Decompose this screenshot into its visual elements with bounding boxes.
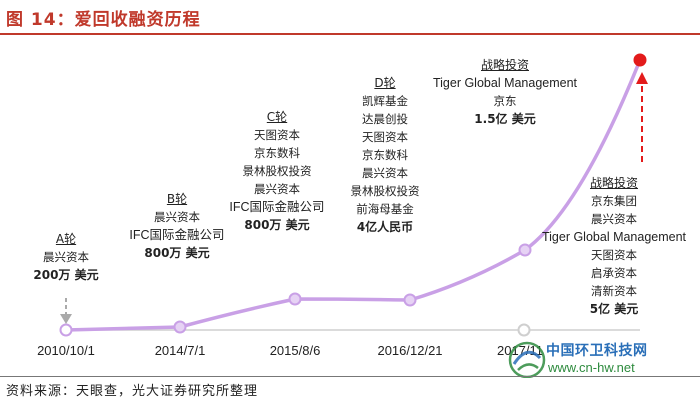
investor: 晨兴资本 [362,166,408,180]
node-2015 [288,292,302,306]
investor: 景林股权投资 [242,164,312,178]
investor: 晨兴资本 [154,210,200,224]
date-label: 2016/12/21 [377,343,443,358]
investor: 晨兴资本 [43,250,89,264]
round-c-label: C轮 天图资本 京东数科 景林股权投资 晨兴资本 IFC国际金融公司 800万 … [222,108,332,234]
watermark-logo-icon [508,341,546,378]
investor: 天图资本 [591,248,637,262]
strategic-latest-label: 战略投资 Tiger Global Management 京东 1.5亿 美元 [430,56,580,128]
date-label: 2017/11 [496,343,544,358]
round-b-label: B轮 晨兴资本 IFC国际金融公司 800万 美元 [118,190,236,262]
amount: 200万 美元 [33,268,99,282]
investor: 景林股权投资 [350,184,420,198]
investor: 京东数科 [254,146,300,160]
investor: Tiger Global Management [541,230,687,244]
investor: 晨兴资本 [591,212,637,226]
round-name: B轮 [166,192,188,206]
investor: Tiger Global Management [432,76,578,90]
date-label: 2015/8/6 [269,343,321,358]
watermark-url: www.cn-hw.net [548,360,635,375]
investor: 天图资本 [362,130,408,144]
investor: IFC国际金融公司 [229,200,325,214]
figure-title-row: 图 14：爱回收融资历程 [6,4,201,30]
red-arrow-head [636,72,648,84]
round-a-label: A轮 晨兴资本 200万 美元 [24,230,108,284]
round-name: D轮 [374,76,396,90]
source-note: 资料来源：天眼查，光大证券研究所整理 [6,384,259,399]
gray-arrow-head [60,314,72,324]
node-2017 [518,243,532,257]
investor: 晨兴资本 [254,182,300,196]
title-rule [0,33,700,35]
investor: 天图资本 [254,128,300,142]
investor: 凯辉基金 [362,94,408,108]
investor: 达晨创投 [362,112,408,126]
round-name: 战略投资 [480,58,529,72]
amount: 800万 美元 [144,246,210,260]
watermark-site-name: 中国环卫科技网 [546,343,648,359]
node-2010-axis [517,323,531,337]
round-name: 战略投资 [589,176,638,190]
investor: 前海母基金 [356,202,414,216]
round-name: C轮 [266,110,288,124]
node-2014 [173,320,187,334]
funding-growth-curve [64,58,642,332]
date-label: 2014/7/1 [154,343,206,358]
investor: 启承资本 [591,266,637,280]
round-d-label: D轮 凯辉基金 达晨创投 天图资本 京东数科 晨兴资本 景林股权投资 前海母基金… [338,74,432,236]
round-name: A轮 [55,232,77,246]
amount: 800万 美元 [244,218,310,232]
investor: IFC国际金融公司 [129,228,225,242]
amount: 5亿 美元 [589,302,639,316]
node-latest [633,53,647,67]
footer-rule [0,376,700,377]
amount: 4亿人民币 [356,220,414,234]
investor: 京东数科 [362,148,408,162]
node-2010 [59,323,73,337]
amount: 1.5亿 美元 [474,112,536,126]
investor: 京东集团 [591,194,637,208]
date-label: 2010/10/1 [37,343,95,358]
investor: 清新资本 [591,284,637,298]
strategic-2017-label: 战略投资 京东集团 晨兴资本 Tiger Global Management 天… [530,174,698,318]
figure-title: 图 14：爱回收融资历程 [6,9,201,30]
investor: 京东 [493,94,517,108]
node-2016 [403,293,417,307]
